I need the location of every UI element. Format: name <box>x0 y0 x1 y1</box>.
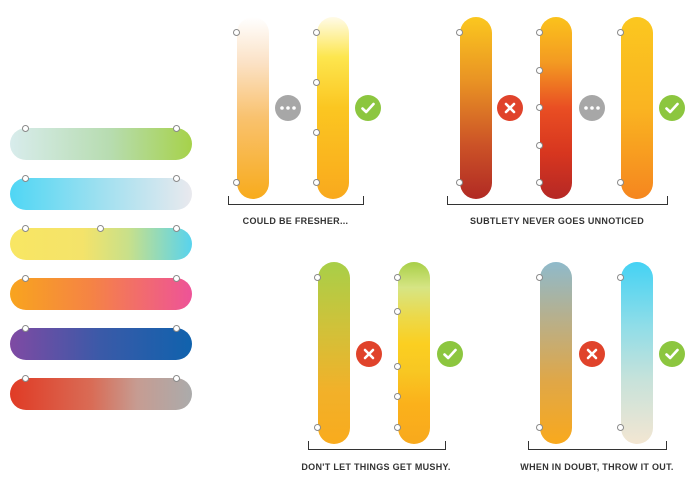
swatch-purple-blue <box>10 328 192 360</box>
gradient-stop <box>22 125 29 132</box>
gradient-stop <box>617 29 624 36</box>
gradient-stop <box>22 175 29 182</box>
group-bracket <box>308 441 446 450</box>
caption-doubt: WHEN IN DOUBT, THROW IT OUT. <box>520 462 674 472</box>
gradient-stop <box>394 363 401 370</box>
gradient-stop <box>97 225 104 232</box>
gradient-stop <box>617 179 624 186</box>
gradient-bar-clean <box>621 262 653 444</box>
group-bracket <box>528 441 667 450</box>
caption-subtlety: SUBTLETY NEVER GOES UNNOTICED <box>469 216 645 226</box>
gradient-stop <box>22 325 29 332</box>
gradient-stop <box>22 375 29 382</box>
gradient-bar-faded <box>237 17 269 199</box>
swatch-cyan-gray <box>10 178 192 210</box>
check-icon <box>355 95 381 121</box>
gradient-stop <box>536 179 543 186</box>
gradient-stop <box>173 275 180 282</box>
gradient-bar-busy <box>540 17 572 199</box>
gradient-stop <box>536 29 543 36</box>
swatch-orange-pink <box>10 278 192 310</box>
gradient-stop <box>173 225 180 232</box>
gradient-stop <box>394 424 401 431</box>
gradient-stop <box>394 393 401 400</box>
gradient-stop <box>313 179 320 186</box>
gradient-stop <box>173 325 180 332</box>
gradient-stop <box>314 274 321 281</box>
gradient-stop <box>313 129 320 136</box>
gradient-stop <box>617 274 624 281</box>
gradient-bar-dark <box>460 17 492 199</box>
cross-icon <box>497 95 523 121</box>
cross-icon <box>356 341 382 367</box>
gradient-stop <box>456 179 463 186</box>
gradient-stop <box>313 29 320 36</box>
gradient-stop <box>536 142 543 149</box>
gradient-bar-subtle <box>621 17 653 199</box>
gradient-stop <box>313 79 320 86</box>
gradient-stop <box>536 104 543 111</box>
group-bracket <box>447 196 668 205</box>
gradient-bar-fresh <box>317 17 349 199</box>
group-bracket <box>228 196 364 205</box>
cross-icon <box>579 341 605 367</box>
gradient-bar-mushy <box>318 262 350 444</box>
gradient-stop <box>394 308 401 315</box>
gradient-stop <box>173 375 180 382</box>
gradient-stop <box>233 179 240 186</box>
gradient-stop <box>22 225 29 232</box>
gradient-stop <box>314 424 321 431</box>
swatch-red-gray <box>10 378 192 410</box>
ellipsis-icon <box>275 95 301 121</box>
gradient-stop <box>536 274 543 281</box>
swatch-yellow-cyan <box>10 228 192 260</box>
gradient-stop <box>536 67 543 74</box>
caption-mushy: DON'T LET THINGS GET MUSHY. <box>301 462 451 472</box>
gradient-bar-crisp <box>398 262 430 444</box>
gradient-bar-muddy <box>540 262 572 444</box>
gradient-stop <box>173 125 180 132</box>
caption-fresher: COULD BE FRESHER... <box>242 216 349 226</box>
gradient-stop <box>617 424 624 431</box>
swatch-teal-green <box>10 128 192 160</box>
gradient-stop <box>233 29 240 36</box>
check-icon <box>659 95 685 121</box>
gradient-stop <box>22 275 29 282</box>
ellipsis-icon <box>579 95 605 121</box>
gradient-stop <box>456 29 463 36</box>
gradient-stop <box>394 274 401 281</box>
check-icon <box>659 341 685 367</box>
gradient-stop <box>173 175 180 182</box>
check-icon <box>437 341 463 367</box>
gradient-stop <box>536 424 543 431</box>
